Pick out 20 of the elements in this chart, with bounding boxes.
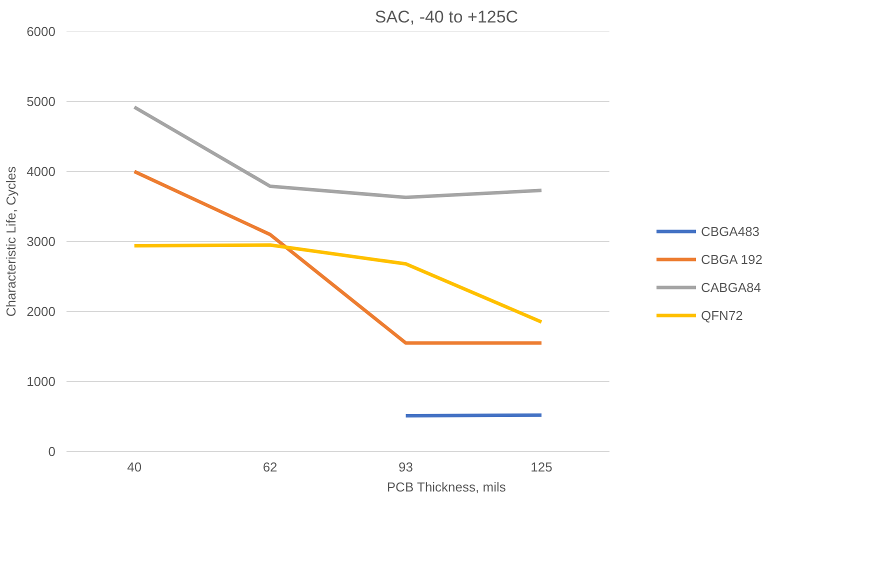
- y-tick-label: 1000: [26, 374, 56, 389]
- legend-label: QFN72: [701, 308, 743, 322]
- x-axis-title: PCB Thickness, mils: [386, 480, 506, 494]
- chart-title: SAC, -40 to +125C: [374, 8, 518, 26]
- line-series: [132, 243, 544, 324]
- line-series: [132, 105, 544, 200]
- y-tick-label: 0: [48, 444, 56, 459]
- y-tick-label: 4000: [26, 164, 56, 179]
- legend-label: CABGA84: [701, 280, 761, 294]
- y-tick-label: 3000: [26, 234, 56, 249]
- legend-label: CBGA483: [701, 224, 760, 238]
- x-tick-label: 62: [262, 460, 278, 474]
- y-tick-label: 5000: [26, 94, 56, 109]
- y-tick-label: 2000: [26, 304, 56, 319]
- x-tick-label: 93: [398, 460, 414, 474]
- x-tick-label: 125: [530, 460, 552, 474]
- x-tick-label: 40: [127, 460, 142, 474]
- y-tick-label: 6000: [26, 24, 56, 39]
- legend-label: CBGA 192: [701, 252, 762, 266]
- y-axis-title: Characteristic Life, Cycles: [4, 166, 19, 317]
